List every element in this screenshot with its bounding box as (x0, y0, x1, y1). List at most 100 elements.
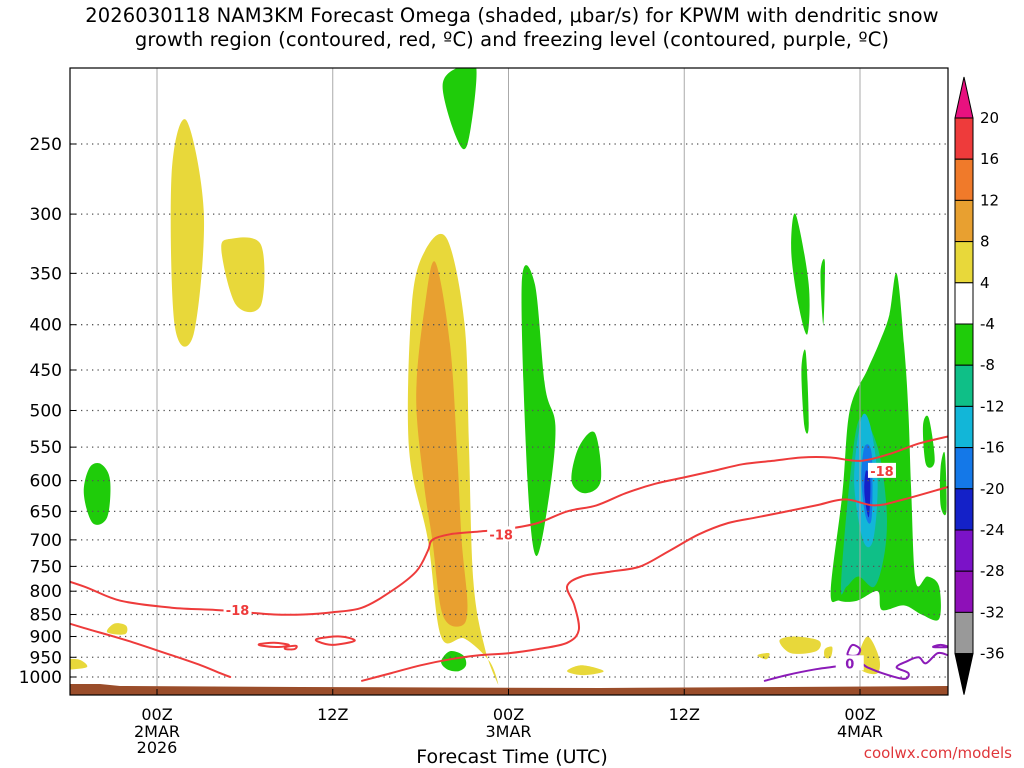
omega-region-8 (416, 261, 468, 627)
colorbar-label: 16 (980, 150, 999, 168)
contour-label: -18 (226, 604, 250, 619)
colorbar-label: -28 (980, 562, 1005, 580)
colorbar-min-triangle (954, 653, 974, 695)
freezing-contour (763, 651, 948, 682)
omega-region-4 (70, 658, 88, 670)
colorbar-bin (954, 611, 974, 655)
y-tick-label: 800 (30, 582, 62, 602)
y-tick-label: 450 (30, 361, 62, 381)
x-tick-label: 12Z (669, 705, 700, 724)
gridlines (70, 68, 948, 695)
contour-label: -18 (870, 465, 894, 480)
colorbar-bin (954, 199, 974, 243)
colorbar-label: 12 (980, 191, 999, 209)
colorbar-max-triangle (954, 76, 974, 119)
y-tick-label: 600 (30, 472, 62, 492)
contour-label-bg (867, 462, 896, 478)
omega-region--4 (571, 431, 602, 494)
dendritic-contour (283, 644, 298, 651)
y-tick-label: 350 (30, 264, 62, 284)
omega-region-4 (567, 665, 604, 676)
dendritic-contour (314, 635, 356, 646)
y-tick-label: 250 (30, 135, 62, 155)
contour-label-bg (223, 601, 252, 617)
y-tick-label: 850 (30, 606, 62, 626)
omega-region-4 (779, 636, 821, 654)
omega-region--4 (791, 213, 810, 335)
colorbar-bin (954, 529, 974, 572)
colorbar-label: -8 (980, 356, 995, 374)
colorbar-bin (954, 158, 974, 201)
colorbar: 20 16 12 8 4 -4 -8 -12 -16 -20 -24 -28 -32 -36 (954, 76, 1005, 695)
colorbar-bin (954, 570, 974, 613)
contour-label: 0 (845, 657, 854, 672)
omega-region-4 (170, 119, 205, 347)
colorbar-bin (954, 405, 974, 449)
y-axis: 2503003504004505005506006507007508008509… (19, 135, 76, 688)
x-tick-label: 00Z (493, 705, 524, 724)
dendritic-contour (257, 641, 290, 649)
x-tick-label: 12Z (317, 705, 348, 724)
colorbar-label: -36 (980, 645, 1005, 663)
colorbar-label: -4 (980, 315, 995, 333)
colorbar-bin (954, 117, 974, 160)
colorbar-label: 20 (980, 109, 999, 127)
y-tick-label: 400 (30, 316, 62, 336)
y-tick-label: 700 (30, 531, 62, 551)
omega-region--4 (801, 349, 809, 434)
dendritic-contour (361, 486, 948, 682)
colorbar-label: 4 (980, 274, 990, 292)
freezing-contour (846, 643, 862, 657)
colorbar-label: -24 (980, 521, 1005, 539)
temperature-contours (70, 435, 948, 682)
x-tick-date: 4MAR (837, 722, 883, 741)
omega-region--4 (820, 258, 825, 325)
colorbar-bin (954, 447, 974, 490)
omega-region-4 (824, 646, 833, 659)
colorbar-label: -16 (980, 439, 1005, 457)
omega-region-4 (221, 237, 265, 313)
y-tick-label: 950 (30, 648, 62, 668)
colorbar-label: 8 (980, 233, 990, 251)
x-tick-date: 3MAR (485, 722, 531, 741)
omega-shading (0, 68, 947, 685)
omega-region--4 (939, 451, 947, 516)
x-tick-date: 2MAR (134, 722, 180, 741)
colorbar-bin (954, 488, 974, 531)
dendritic-contour (70, 435, 948, 616)
y-tick-label: 300 (30, 205, 62, 225)
y-tick-label: 900 (30, 627, 62, 647)
x-tick-date: 2026 (137, 738, 178, 757)
y-tick-label: 500 (30, 402, 62, 422)
colorbar-bin (954, 323, 974, 366)
freezing-contour (932, 643, 948, 649)
colorbar-bin (954, 241, 974, 284)
colorbar-bin (954, 282, 974, 325)
y-tick-label: 550 (30, 438, 62, 458)
colorbar-label: -20 (980, 480, 1005, 498)
x-tick-label: 00Z (141, 705, 172, 724)
y-tick-label: 1000 (19, 668, 62, 688)
y-tick-label: 650 (30, 502, 62, 522)
colorbar-label: -32 (980, 603, 1005, 621)
colorbar-bin (954, 364, 974, 407)
dendritic-contour (70, 622, 232, 678)
contour-label: -18 (489, 528, 513, 543)
omega-region--4 (0, 344, 33, 555)
contour-labels: -18 -18 -18 0 (223, 462, 896, 672)
omega-region--4 (442, 68, 477, 150)
chart-title: 2026030118 NAM3KM Forecast Omega (shaded… (85, 4, 939, 51)
colorbar-label: -12 (980, 397, 1005, 415)
omega-region--4 (441, 650, 467, 672)
contour-label-bg (835, 655, 864, 671)
x-tick-label: 00Z (844, 705, 875, 724)
x-axis-title: Forecast Time (UTC) (416, 746, 608, 768)
omega-region-4 (106, 623, 128, 635)
omega-region--8 (18, 426, 22, 481)
site-credit: coolwx.com/models (863, 744, 1012, 762)
contour-label-bg (487, 526, 516, 542)
omega-region-4 (757, 653, 770, 660)
omega-region--4 (83, 463, 111, 525)
